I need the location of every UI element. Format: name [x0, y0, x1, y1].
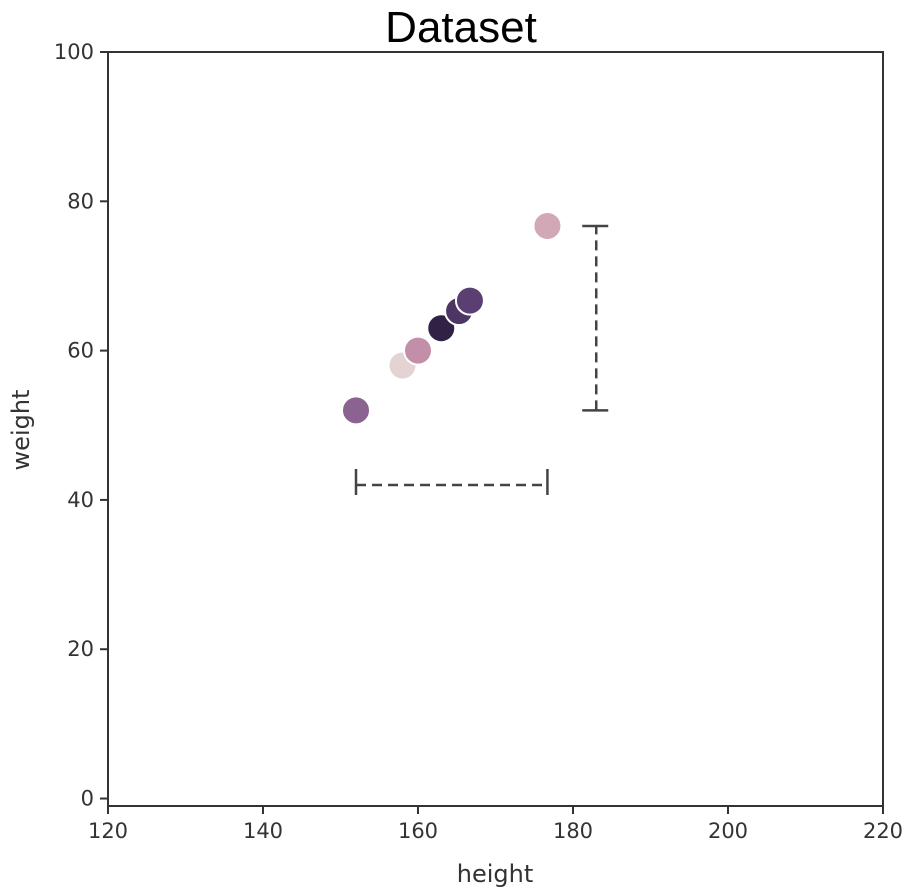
range-annotations — [354, 224, 609, 495]
y-tick-label: 80 — [67, 189, 94, 213]
x-tick-label: 200 — [708, 819, 748, 843]
data-point — [403, 335, 433, 366]
data-point — [341, 395, 371, 426]
chart-title: Dataset — [385, 3, 537, 52]
y-tick-label: 20 — [67, 637, 94, 661]
y-tick-label: 60 — [67, 339, 94, 363]
x-tick-label: 120 — [88, 819, 128, 843]
axes: 120 140 160 180 200 220 0 20 40 60 80 100 — [54, 40, 903, 843]
data-point — [532, 210, 563, 241]
x-tick-label: 180 — [553, 819, 593, 843]
data-point — [454, 285, 485, 316]
x-tick-label: 160 — [398, 819, 438, 843]
x-axis-label: height — [457, 860, 534, 888]
x-tick-label: 220 — [863, 819, 903, 843]
y-tick-label: 40 — [67, 488, 94, 512]
plot-frame — [107, 51, 884, 807]
y-tick-label: 100 — [54, 40, 94, 64]
y-axis-label: weight — [7, 390, 35, 471]
data-points — [341, 210, 563, 426]
y-tick-label: 0 — [81, 787, 94, 811]
x-tick-label: 140 — [243, 819, 283, 843]
